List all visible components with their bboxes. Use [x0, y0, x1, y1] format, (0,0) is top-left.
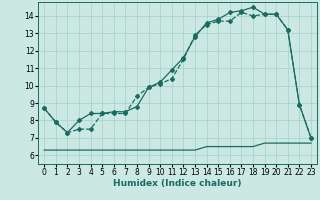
X-axis label: Humidex (Indice chaleur): Humidex (Indice chaleur) — [113, 179, 242, 188]
